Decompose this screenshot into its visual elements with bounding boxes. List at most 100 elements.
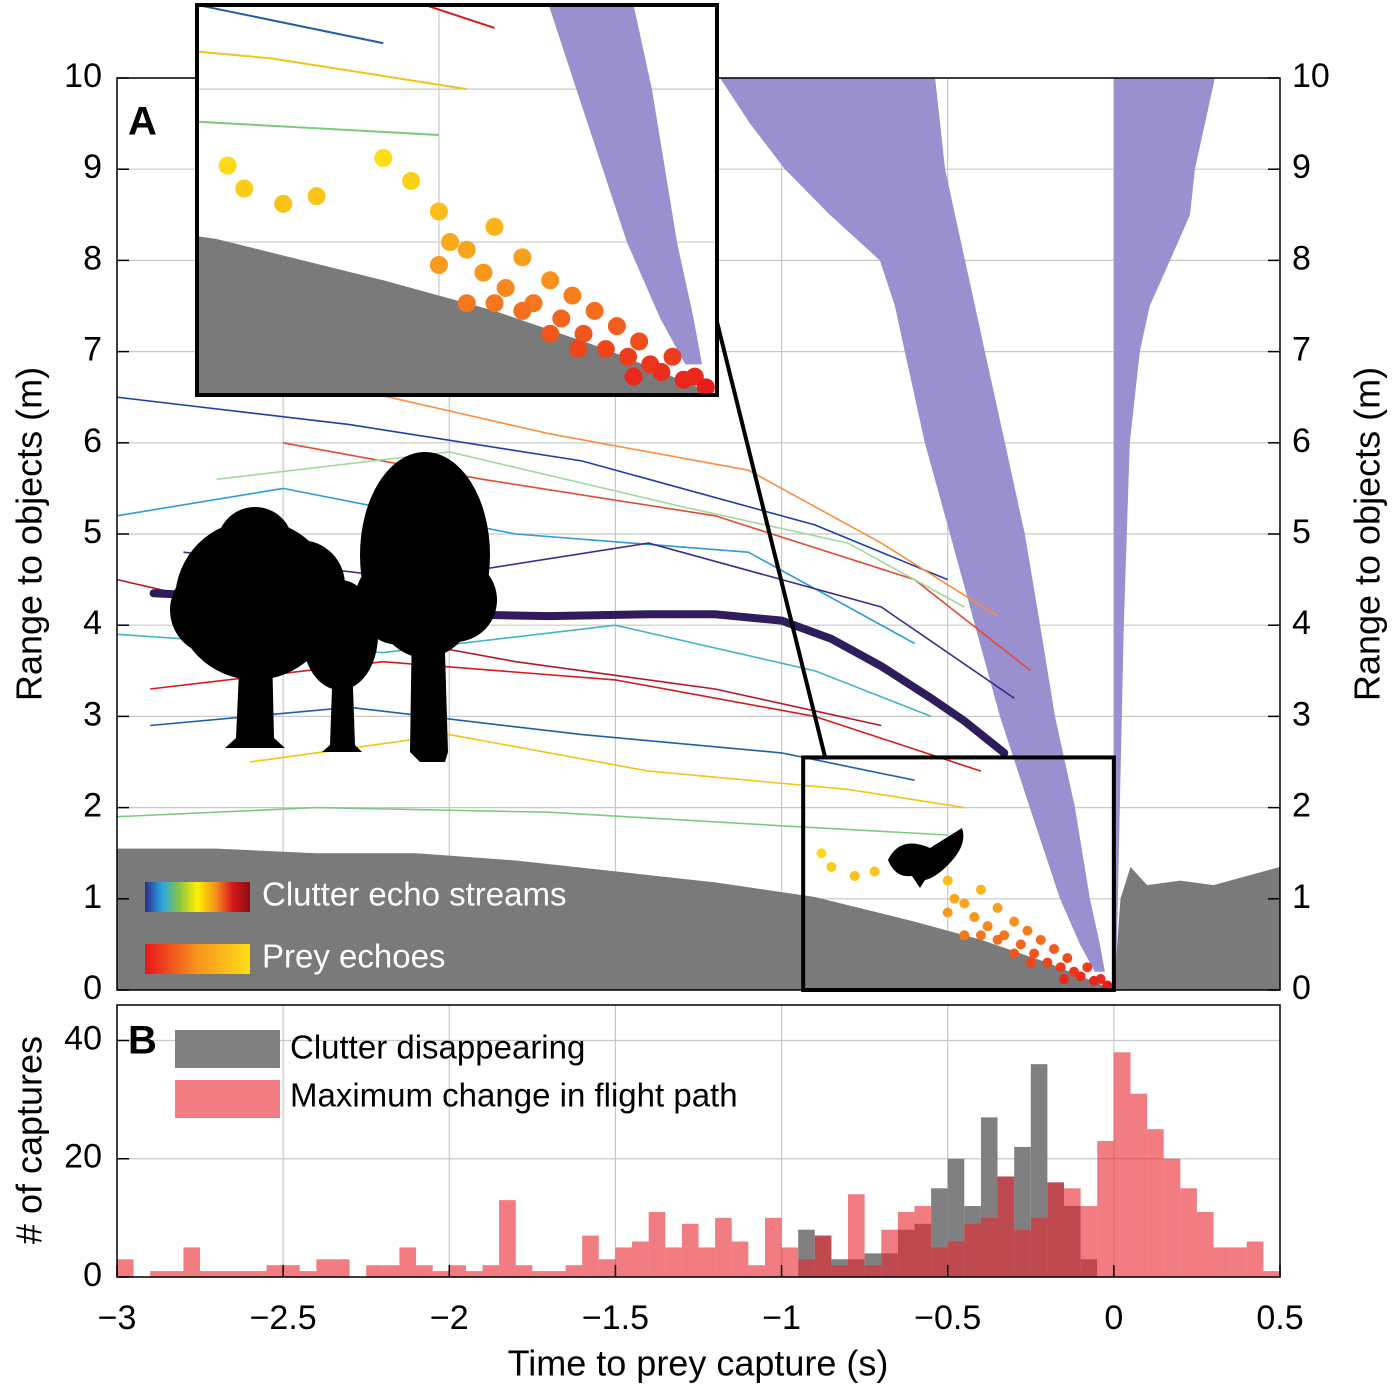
range-band (1113, 78, 1215, 990)
histogram-bar (1263, 1271, 1280, 1277)
prey-echo (596, 340, 615, 359)
prey-echo (975, 930, 986, 941)
histogram-bar (1130, 1093, 1148, 1277)
histogram-bar (914, 1206, 932, 1277)
echo-stream (349, 387, 999, 617)
prey-echo (457, 294, 476, 313)
prey-echo (1035, 934, 1046, 945)
prey-echo (485, 294, 504, 313)
prey-echo (513, 301, 532, 320)
prey-echo (585, 301, 604, 320)
prey-echo (541, 324, 560, 343)
histogram-bar (615, 1247, 633, 1277)
y2-tick-label: 0 (1292, 969, 1311, 1007)
y2-tick-label: 3 (1292, 695, 1311, 733)
prey-echo (959, 898, 970, 909)
prey-echo (307, 187, 326, 206)
echo-stream (117, 806, 948, 836)
prey-echo (429, 202, 448, 221)
prey-echo (402, 171, 421, 190)
histogram-bar (465, 1271, 483, 1277)
zoom-box (801, 755, 1116, 992)
prey-echo (630, 332, 649, 351)
histogram-bar (432, 1271, 450, 1277)
prey-echo (816, 848, 827, 859)
prey-echo (992, 934, 1003, 945)
histogram-bar (183, 1247, 201, 1277)
prey-echo (1009, 916, 1020, 927)
y2-tick-label: 6 (1292, 422, 1311, 460)
prey-echo (541, 271, 560, 290)
panel-label: A (128, 100, 157, 144)
legend-label: Clutter echo streams (262, 876, 566, 913)
histogram-bar (233, 1271, 250, 1277)
echo-stream (117, 487, 915, 645)
histogram-bar (382, 1265, 400, 1277)
prey-echo (975, 884, 986, 895)
histogram-bar (316, 1259, 333, 1277)
axes-frame-b (116, 1004, 1281, 1278)
histogram-bar (1180, 1188, 1197, 1277)
histogram-bar (748, 1265, 765, 1277)
legend-swatch (145, 882, 250, 912)
histogram-bar (814, 1235, 832, 1277)
y-tick-label: 10 (64, 57, 102, 95)
x-tick-label: −0.5 (914, 1299, 981, 1337)
y2-tick-label: 5 (1292, 513, 1311, 551)
prey-echo (568, 340, 587, 359)
echo-stream (150, 660, 982, 772)
prey-echo (1029, 948, 1040, 959)
histogram-bar (598, 1259, 616, 1277)
prey-echo (652, 363, 671, 382)
prey-echo (624, 367, 643, 386)
y-tick-label: 2 (83, 787, 102, 825)
prey-echo (1082, 962, 1093, 973)
histogram-bar (1246, 1241, 1264, 1277)
y2-tick-label: 2 (1292, 787, 1311, 825)
echo-stream (197, 50, 467, 91)
histogram-bar (166, 1271, 184, 1277)
legend-b: Clutter disappearing Maximum change in fl… (175, 1029, 738, 1118)
y-tick-label: 7 (83, 331, 102, 369)
prey-echo (949, 893, 960, 904)
echo-stream (197, 120, 439, 136)
y-tick-label: 4 (83, 604, 102, 642)
y2-tick-label: 7 (1292, 331, 1311, 369)
histogram-bar (848, 1194, 865, 1277)
prey-echo (1062, 953, 1073, 964)
histogram-bar (665, 1247, 682, 1277)
prey-echo (1025, 957, 1036, 968)
prey-echo (696, 378, 715, 395)
y-tick-label: 8 (83, 239, 102, 277)
histogram-bar (1230, 1247, 1247, 1277)
histogram-bar (582, 1235, 599, 1277)
histogram-bar (798, 1259, 815, 1277)
prey-echo (942, 875, 953, 886)
y-tick-label: 20 (64, 1138, 102, 1176)
histogram-bar (283, 1265, 300, 1277)
prey-echo (607, 317, 626, 336)
y-tick-label: 3 (83, 695, 102, 733)
prey-echo (826, 861, 837, 872)
panel-label: B (128, 1019, 157, 1063)
histogram-bar (416, 1265, 433, 1277)
x-axis-label: Time to prey capture (s) (508, 1343, 889, 1384)
histogram-bar (831, 1265, 849, 1277)
histogram-bar (1196, 1211, 1214, 1277)
legend-a: Clutter echo streams Prey echoes (145, 876, 566, 975)
prey-echo (959, 930, 970, 941)
histogram-bar (1213, 1247, 1231, 1277)
prey-echo (1042, 957, 1053, 968)
prey-echo (992, 902, 1003, 913)
prey-echo (849, 871, 860, 881)
prey-echo (1009, 948, 1020, 959)
histogram-bar (399, 1247, 417, 1277)
histogram-bar (1030, 1217, 1048, 1277)
histogram-bar (216, 1271, 234, 1277)
legend-label: Prey echoes (262, 938, 445, 975)
y-tick-label: 1 (83, 878, 102, 916)
histogram-bar (947, 1241, 965, 1277)
histogram-bar (698, 1247, 716, 1277)
histogram-bar (897, 1211, 915, 1277)
